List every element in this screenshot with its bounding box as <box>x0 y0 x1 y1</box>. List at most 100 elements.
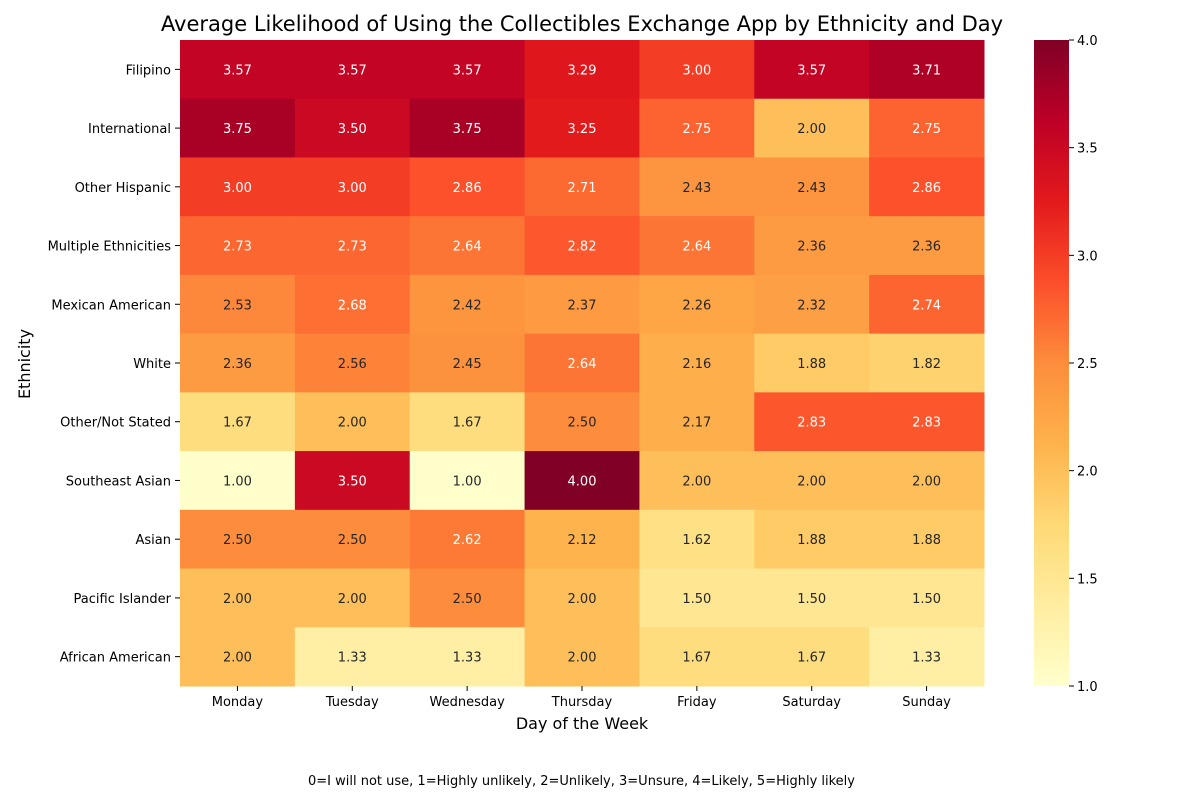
heatmap-cell <box>869 157 985 217</box>
heatmap-cell <box>180 333 296 393</box>
cell-value-label: 2.00 <box>797 474 826 489</box>
cell-value-label: 1.67 <box>223 416 252 431</box>
x-tick-label: Wednesday <box>430 695 506 710</box>
cell-value-label: 2.50 <box>223 533 252 548</box>
y-tick-label: International <box>88 122 171 137</box>
x-tick-label: Thursday <box>551 695 613 710</box>
cell-value-label: 3.57 <box>797 63 826 78</box>
heatmap-cell <box>639 274 755 335</box>
cell-value-label: 2.37 <box>568 298 597 313</box>
heatmap-cell <box>869 451 985 511</box>
heatmap-cell <box>294 451 411 511</box>
heatmap-cell <box>524 627 640 687</box>
heatmap-cell <box>409 216 526 276</box>
heatmap-cells: 3.57 3.57 3.57 3.29 3.00 3.57 3.71 3.75 3.50 3.75… <box>180 40 985 687</box>
heatmap-cell <box>754 509 870 570</box>
x-tick-label: Friday <box>677 695 717 710</box>
heatmap-cell <box>639 627 755 687</box>
cell-value-label: 2.75 <box>912 122 941 137</box>
cell-value-label: 1.33 <box>912 651 941 666</box>
heatmap-cell <box>180 509 296 570</box>
heatmap-cell <box>409 568 526 628</box>
cell-value-label: 2.64 <box>568 357 597 372</box>
heatmap-cell <box>409 392 526 452</box>
heatmap-cell <box>754 568 870 628</box>
heatmap-cell <box>524 98 640 158</box>
cell-value-label: 3.00 <box>682 63 711 78</box>
cell-value-label: 1.62 <box>682 533 711 548</box>
heatmap-cell <box>639 392 755 452</box>
cell-value-label: 2.00 <box>223 592 252 607</box>
colorbar-tick-label: 2.5 <box>1077 357 1098 372</box>
cell-value-label: 3.00 <box>338 181 367 196</box>
cell-value-label: 2.68 <box>338 298 367 313</box>
heatmap-cell <box>869 216 985 276</box>
cell-value-label: 1.67 <box>453 416 482 431</box>
heatmap-cell <box>639 333 755 393</box>
y-axis-label: Ethnicity <box>15 329 34 399</box>
heatmap-cell <box>294 157 411 217</box>
cell-value-label: 2.64 <box>682 240 711 255</box>
heatmap-cell <box>639 216 755 276</box>
heatmap-cell <box>180 40 296 100</box>
cell-value-label: 2.45 <box>453 357 482 372</box>
cell-value-label: 2.32 <box>797 298 826 313</box>
heatmap-cell <box>869 509 985 570</box>
cell-value-label: 2.00 <box>912 474 941 489</box>
cell-value-label: 1.33 <box>453 651 482 666</box>
colorbar-tick-label: 2.0 <box>1077 465 1098 480</box>
heatmap-cell <box>294 40 411 100</box>
heatmap-cell <box>409 451 526 511</box>
cell-value-label: 2.00 <box>338 416 367 431</box>
cell-value-label: 2.56 <box>338 357 367 372</box>
cell-value-label: 2.12 <box>568 533 597 548</box>
heatmap-cell <box>754 40 870 100</box>
heatmap-cell <box>180 157 296 217</box>
y-tick-label: Other/Not Stated <box>60 416 171 431</box>
heatmap-cell <box>524 509 640 570</box>
heatmap-cell <box>409 40 526 100</box>
colorbar-tick-label: 3.0 <box>1077 249 1098 264</box>
cell-value-label: 2.86 <box>912 181 941 196</box>
x-tick-label: Saturday <box>782 695 841 710</box>
y-tick-labels: Filipino International Other Hispanic Multi… <box>48 63 180 666</box>
heatmap-cell <box>294 216 411 276</box>
cell-value-label: 2.00 <box>797 122 826 137</box>
heatmap-cell <box>524 216 640 276</box>
y-tick-label: Asian <box>136 533 171 548</box>
cell-value-label: 2.00 <box>568 592 597 607</box>
cell-value-label: 2.71 <box>568 181 597 196</box>
colorbar-tick-label: 3.5 <box>1077 142 1098 157</box>
cell-value-label: 3.50 <box>338 122 367 137</box>
heatmap-cell <box>180 216 296 276</box>
heatmap-cell <box>639 40 755 100</box>
heatmap-cell <box>754 274 870 335</box>
cell-value-label: 2.62 <box>453 533 482 548</box>
cell-value-label: 1.00 <box>223 474 252 489</box>
cell-value-label: 2.00 <box>338 592 367 607</box>
heatmap-cell <box>639 509 755 570</box>
heatmap-cell <box>409 509 526 570</box>
legend-footnote: 0=I will not use, 1=Highly unlikely, 2=U… <box>308 774 855 789</box>
heatmap-cell <box>639 451 755 511</box>
cell-value-label: 1.67 <box>797 651 826 666</box>
cell-value-label: 1.88 <box>797 533 826 548</box>
x-tick-label: Sunday <box>902 695 951 710</box>
heatmap-cell <box>294 98 411 158</box>
y-tick-label: Pacific Islander <box>74 592 172 607</box>
cell-value-label: 3.71 <box>912 63 941 78</box>
cell-value-label: 2.17 <box>682 416 711 431</box>
heatmap-cell <box>869 98 985 158</box>
y-tick-label: White <box>133 357 171 372</box>
cell-value-label: 1.50 <box>912 592 941 607</box>
heatmap-cell <box>754 98 870 158</box>
y-tick-label: Multiple Ethnicities <box>48 240 172 255</box>
y-tick-label: Southeast Asian <box>66 474 171 489</box>
cell-value-label: 3.75 <box>223 122 252 137</box>
heatmap-cell <box>639 157 755 217</box>
cell-value-label: 3.57 <box>223 63 252 78</box>
heatmap-cell <box>869 274 985 335</box>
cell-value-label: 2.50 <box>338 533 367 548</box>
heatmap-cell <box>524 274 640 335</box>
